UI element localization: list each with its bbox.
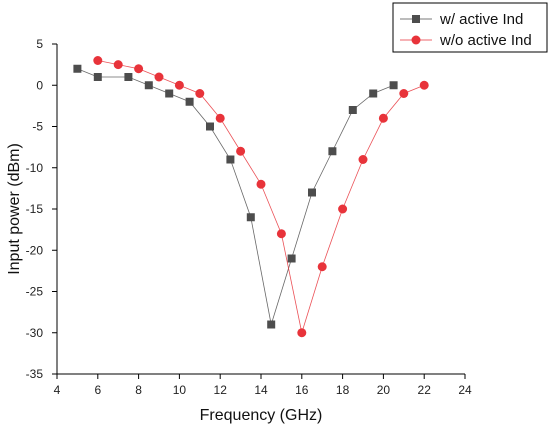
data-point xyxy=(338,204,348,214)
data-point xyxy=(73,64,82,73)
x-tick-label: 24 xyxy=(458,383,472,397)
data-point xyxy=(215,113,225,123)
data-point xyxy=(93,56,103,65)
x-tick-label: 8 xyxy=(135,383,142,397)
data-point xyxy=(297,328,307,338)
series-2 xyxy=(93,56,429,338)
data-point xyxy=(226,155,235,164)
data-point xyxy=(185,97,194,106)
data-point xyxy=(113,60,123,70)
x-axis-ticks: 4 6 8 10 12 14 16 18 20 22 24 xyxy=(54,374,472,397)
legend-item: w/ active Ind xyxy=(400,11,523,28)
data-point xyxy=(174,80,184,90)
data-point xyxy=(378,113,388,123)
x-tick-label: 18 xyxy=(336,383,350,397)
x-tick-label: 20 xyxy=(377,383,391,397)
y-axis-ticks: 5 0 -5 -10 -15 -20 -25 -30 -35 xyxy=(26,37,57,381)
y-axis-title: Input power (dBm) xyxy=(6,143,23,275)
legend-item: w/o active Ind xyxy=(400,32,532,49)
data-point xyxy=(267,320,276,329)
y-tick-label: -25 xyxy=(26,285,44,299)
x-tick-label: 6 xyxy=(94,383,101,397)
y-tick-label: 0 xyxy=(36,78,43,92)
legend-items: w/ active Ind w/o active Ind xyxy=(400,11,532,49)
legend-box xyxy=(392,2,548,53)
data-point xyxy=(308,188,316,197)
y-tick-label: -10 xyxy=(26,161,44,175)
data-point xyxy=(165,89,174,98)
data-point xyxy=(276,229,286,239)
x-tick-label: 16 xyxy=(295,383,309,397)
x-tick-label: 12 xyxy=(214,383,228,397)
data-point xyxy=(348,106,357,114)
data-point xyxy=(124,73,133,81)
data-point xyxy=(358,155,368,164)
x-tick-label: 4 xyxy=(54,383,61,397)
legend-label: w/o active Ind xyxy=(439,32,532,49)
data-point xyxy=(246,213,255,222)
legend-label: w/ active Ind xyxy=(439,11,523,28)
x-tick-label: 14 xyxy=(254,383,268,397)
y-tick-label: -15 xyxy=(26,202,44,216)
data-point xyxy=(134,64,144,74)
series-line xyxy=(77,68,394,325)
series-layer xyxy=(73,56,429,338)
legend-marker xyxy=(412,15,420,23)
series-line xyxy=(97,60,425,333)
y-tick-label: 5 xyxy=(36,37,43,51)
x-axis-title: Frequency (GHz) xyxy=(200,407,323,424)
x-tick-label: 10 xyxy=(173,383,187,397)
y-tick-label: -30 xyxy=(26,326,44,340)
data-point xyxy=(195,89,205,98)
data-point xyxy=(369,89,378,98)
legend-marker xyxy=(411,35,421,45)
data-point xyxy=(287,254,296,263)
data-point xyxy=(144,81,153,90)
data-point xyxy=(419,80,429,90)
data-point xyxy=(328,147,337,156)
y-tick-label: -20 xyxy=(26,243,44,257)
data-point xyxy=(317,262,327,272)
x-tick-label: 22 xyxy=(418,383,432,397)
data-point xyxy=(236,146,246,156)
data-point xyxy=(389,81,398,90)
data-point xyxy=(93,73,102,81)
data-point xyxy=(399,89,409,98)
y-tick-label: -35 xyxy=(26,367,44,381)
data-point xyxy=(206,122,214,131)
legend: w/ active Ind w/o active Ind xyxy=(392,2,548,53)
data-point xyxy=(256,179,266,189)
y-tick-label: -5 xyxy=(32,120,43,134)
series-1 xyxy=(73,64,398,329)
data-point xyxy=(154,72,164,82)
